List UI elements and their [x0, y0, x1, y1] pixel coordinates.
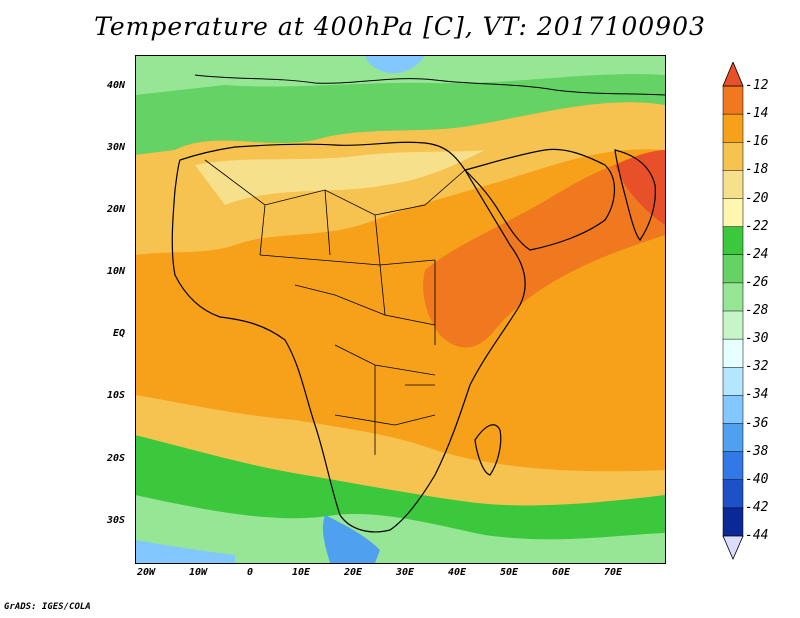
x-axis-label-10w: 10W	[188, 567, 208, 578]
india-coastline	[614, 149, 656, 241]
colorbar-segment	[722, 395, 744, 425]
southern-light-green	[135, 495, 665, 563]
arabia-coastline	[463, 148, 616, 251]
africa-coastline	[171, 141, 526, 533]
colorbar-label: -12	[745, 78, 769, 93]
colorbar-label: -30	[745, 331, 769, 347]
cold-spot-south-africa	[322, 515, 380, 563]
y-axis-label-40n: 40N	[106, 80, 125, 91]
hot-spot-india	[615, 150, 665, 225]
colorbar-segment	[722, 198, 744, 228]
temperature-map	[135, 55, 665, 563]
x-axis-label-40e: 40E	[447, 567, 467, 578]
light-yellow-patch	[195, 150, 485, 205]
colorbar-segment	[722, 282, 744, 312]
y-axis-label-20n: 20N	[106, 204, 125, 215]
colorbar-upper-triangle	[722, 62, 744, 87]
madagascar-coastline	[474, 424, 502, 476]
footer-credit: GrADS: IGES/COLA	[4, 602, 91, 612]
colorbar-label: -36	[745, 415, 769, 431]
y-axis-label-30n: 30N	[106, 142, 125, 153]
colorbar-label: -28	[745, 303, 769, 318]
x-axis-label-0: 0	[246, 567, 254, 578]
colorbar-label: -40	[745, 471, 769, 487]
colorbar-label: -16	[745, 134, 769, 150]
map-title: Temperature at 400hPa [C], VT: 201710090…	[94, 12, 706, 41]
colorbar-label: -26	[745, 274, 769, 290]
x-axis-label-10e: 10E	[291, 567, 311, 578]
x-axis-label-30e: 30E	[395, 567, 415, 578]
colorbar-segment	[722, 479, 744, 509]
y-axis-label-30s: 30S	[106, 515, 125, 526]
x-axis-label-70e: 70E	[603, 567, 623, 578]
colorbar-label: -22	[745, 218, 769, 234]
colorbar-segment	[722, 507, 744, 537]
colorbar-segment	[722, 85, 744, 115]
colorbar-segment	[722, 113, 744, 143]
x-axis-label-20w: 20W	[136, 567, 156, 578]
colorbar-label: -42	[745, 499, 769, 515]
colorbar-label: -38	[745, 443, 769, 459]
x-axis-label-50e: 50E	[499, 567, 519, 578]
colorbar-label: -32	[745, 359, 769, 375]
colorbar-segments	[722, 85, 744, 537]
colorbar-label: -18	[745, 162, 769, 178]
colorbar-segment	[722, 142, 744, 172]
cold-spot-north	[365, 55, 425, 74]
cold-spot-southwest	[135, 540, 235, 563]
colorbar-lower-triangle	[722, 535, 744, 560]
colorbar-segment	[722, 338, 744, 368]
colorbar-label: -14	[745, 106, 769, 122]
colorbar-label: -34	[745, 387, 769, 403]
colorbar-segment	[722, 254, 744, 284]
x-axis-label-20e: 20E	[343, 567, 363, 578]
map-canvas	[135, 55, 665, 563]
y-axis-label-10n: 10N	[106, 266, 125, 277]
europe-coastline	[194, 74, 665, 96]
y-axis-label-10s: 10S	[106, 390, 125, 401]
colorbar-segment	[722, 226, 744, 256]
y-axis-label-20s: 20S	[106, 453, 125, 464]
colorbar-segment	[722, 451, 744, 481]
colorbar-label: -24	[745, 246, 769, 262]
colorbar-segment	[722, 423, 744, 453]
colorbar-label: -44	[745, 528, 769, 543]
colorbar-segment	[722, 310, 744, 340]
y-axis-label-eq: EQ	[112, 328, 125, 339]
cooler-band-north	[135, 55, 665, 95]
colorbar-segment	[722, 367, 744, 397]
hot-tongue-east-africa	[423, 150, 665, 348]
x-axis-label-60e: 60E	[551, 567, 571, 578]
colorbar-label: -20	[745, 190, 769, 206]
country-borders	[204, 159, 466, 455]
colorbar	[722, 62, 744, 560]
colorbar-segment	[722, 170, 744, 200]
